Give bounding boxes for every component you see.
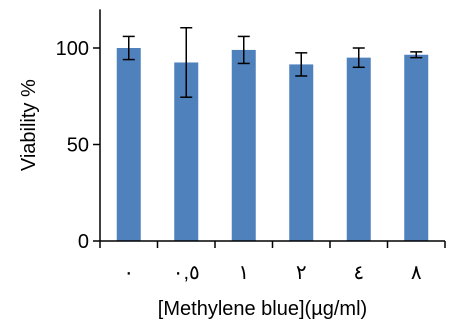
bar — [346, 57, 371, 242]
bar — [404, 54, 429, 241]
y-ticks-layer: 0 50 100 — [56, 38, 100, 253]
bar — [231, 49, 256, 242]
x-tick-label: ١ — [238, 262, 249, 284]
y-axis-label: Viability % — [18, 79, 40, 171]
x-tick-label: ٠ — [123, 262, 134, 284]
y-tick-label: 100 — [56, 38, 89, 60]
axes-layer — [99, 9, 445, 242]
x-tick-label: ٨ — [411, 262, 422, 284]
bar — [116, 48, 141, 241]
x-ticks-layer: ٠ ٠,٥ ١ ٢ ٤ ٨ — [99, 241, 446, 284]
error-bars-layer — [122, 26, 423, 98]
bars-layer — [116, 48, 429, 242]
x-tick-label: ٤ — [353, 262, 364, 284]
x-tick-label: ٢ — [296, 262, 307, 284]
x-axis-label: [Methylene blue](µg/ml) — [158, 298, 367, 320]
y-tick-label: 50 — [67, 135, 89, 157]
x-tick-label: ٠,٥ — [173, 262, 200, 284]
bar — [289, 64, 314, 241]
y-tick-label: 0 — [78, 231, 89, 253]
